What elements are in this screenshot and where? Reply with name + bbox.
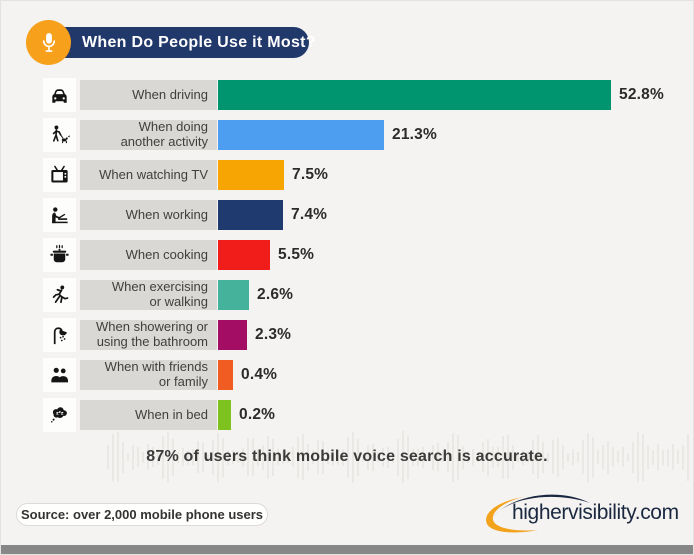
logo-text: highervisibility.com	[512, 501, 679, 524]
value-bar	[218, 400, 231, 430]
value-bar	[218, 360, 233, 390]
cooking-icon	[43, 238, 76, 272]
chart-row: When doing another activity 21.3%	[43, 118, 437, 152]
value-bar	[218, 80, 611, 110]
walking-dog-icon	[43, 118, 76, 152]
car-icon	[43, 78, 76, 112]
accuracy-statement: 87% of users think mobile voice search i…	[146, 448, 548, 465]
chart-row: When cooking 5.5%	[43, 238, 314, 272]
chart-row: When watching TV 7.5%	[43, 158, 328, 192]
page-title: When Do People Use it Most?	[82, 33, 316, 51]
value-label: 21.3%	[392, 126, 437, 143]
value-bar	[218, 320, 247, 350]
category-label: When cooking	[80, 240, 217, 270]
category-label: When watching TV	[80, 160, 217, 190]
microphone-icon	[26, 20, 71, 65]
shower-icon	[43, 318, 76, 352]
chart-row: When driving 52.8%	[43, 78, 664, 112]
category-label: When working	[80, 200, 217, 230]
chart-row: When exercising or walking 2.6%	[43, 278, 293, 312]
waveform-decoration	[107, 428, 693, 486]
value-label: 7.5%	[292, 166, 329, 183]
running-icon	[43, 278, 76, 312]
value-label: 52.8%	[619, 86, 664, 103]
value-label: 0.4%	[241, 366, 278, 383]
chart-row: When with friends or family 0.4%	[43, 358, 277, 392]
category-label: When in bed	[80, 400, 217, 430]
highervisibility-logo[interactable]: highervisibility.com	[478, 489, 692, 537]
value-bar	[218, 160, 284, 190]
chart-row: When showering or using the bathroom 2.3%	[43, 318, 291, 352]
value-label: 2.3%	[255, 326, 292, 343]
header-title-pill: When Do People Use it Most?	[45, 27, 316, 58]
friends-icon	[43, 358, 76, 392]
category-label: When with friends or family	[80, 360, 217, 390]
value-label: 0.2%	[239, 406, 276, 423]
chart-row: When working 7.4%	[43, 198, 327, 232]
category-label: When driving	[80, 80, 217, 110]
value-bar	[218, 120, 384, 150]
value-bar	[218, 200, 283, 230]
value-label: 7.4%	[291, 206, 328, 223]
source-note: Source: over 2,000 mobile phone users	[16, 503, 268, 526]
category-label: When doing another activity	[80, 120, 217, 150]
logo-swoosh-icon	[486, 494, 590, 533]
tv-icon	[43, 158, 76, 192]
category-label: When exercising or walking	[80, 280, 217, 310]
value-bar	[218, 240, 270, 270]
svg-text:zzz: zzz	[56, 410, 64, 417]
category-label: When showering or using the bathroom	[80, 320, 217, 350]
value-bar	[218, 280, 249, 310]
chart-row: zzz When in bed 0.2%	[43, 398, 275, 432]
bottom-bar	[1, 545, 693, 554]
value-label: 5.5%	[278, 246, 315, 263]
value-label: 2.6%	[257, 286, 294, 303]
working-icon	[43, 198, 76, 232]
sleep-icon: zzz	[43, 398, 76, 432]
